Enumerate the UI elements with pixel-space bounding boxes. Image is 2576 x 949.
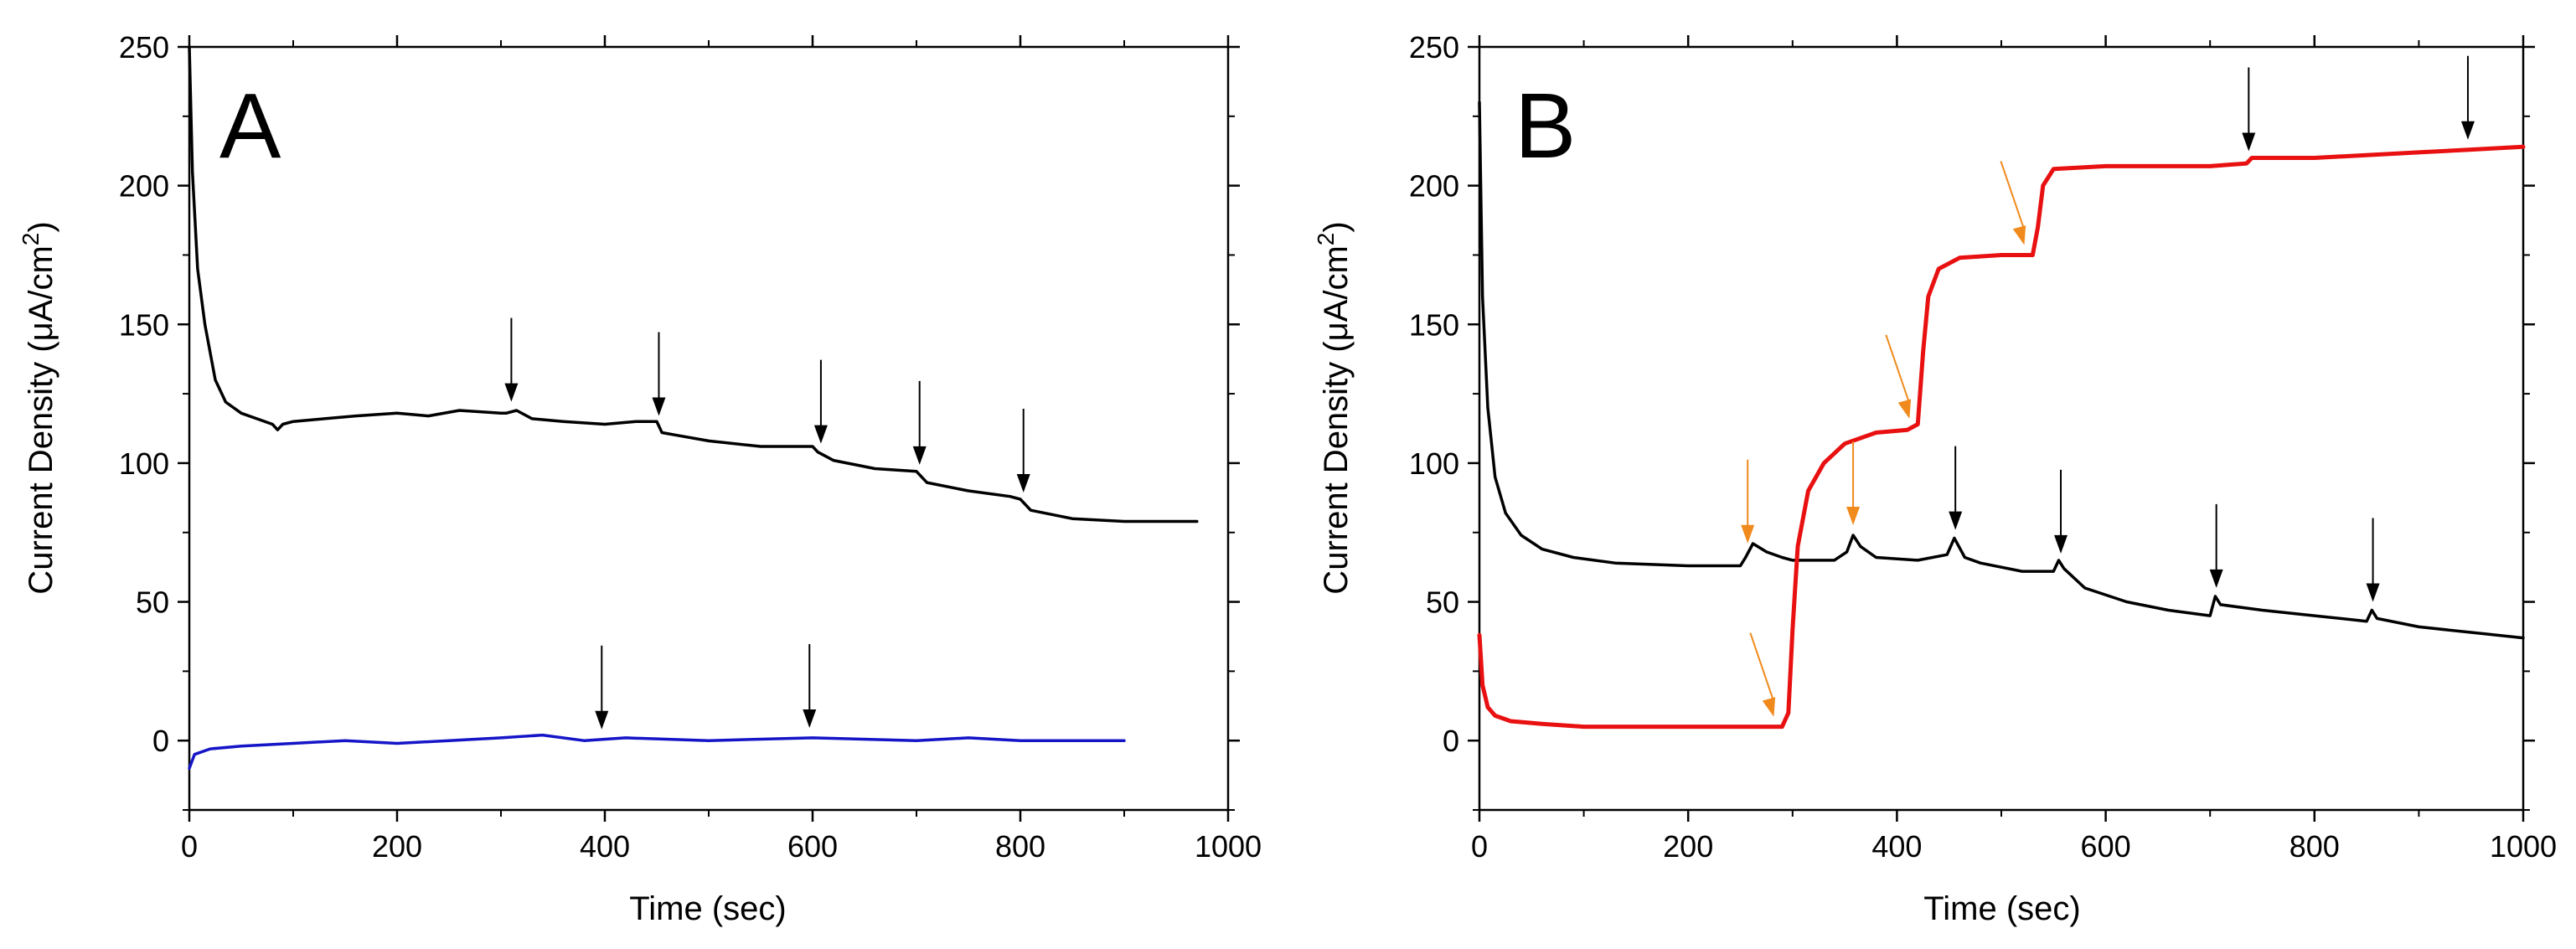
panel-a-x-tick-label: 800 bbox=[995, 829, 1045, 864]
panel-b-arrow-head bbox=[1897, 399, 1912, 419]
panel-b-arrow-shaft bbox=[1885, 334, 1911, 405]
panel-b-x-tick-label: 1000 bbox=[2490, 829, 2557, 864]
panel-b-arrow-head bbox=[2242, 132, 2256, 152]
panel-b-y-tick-label: 200 bbox=[1409, 169, 1459, 204]
panel-b-y-tick-label: 50 bbox=[1426, 585, 1459, 620]
panel-a-x-tick-label: 600 bbox=[787, 829, 838, 864]
panel-b-y-tick-label: 100 bbox=[1409, 446, 1459, 481]
panel-b-x-tick-label: 800 bbox=[2289, 829, 2340, 864]
panel-a-x-axis-label: Time (sec) bbox=[629, 890, 786, 927]
panel-b-y-tick-label: 150 bbox=[1409, 307, 1459, 342]
panel-b-x-tick-label: 0 bbox=[1471, 829, 1488, 864]
panel-b-arrow-head bbox=[1846, 507, 1861, 526]
panel-a-y-axis-label: Current Density (μA/cm2) bbox=[18, 221, 59, 594]
panel-a-y-tick-label: 100 bbox=[119, 446, 169, 481]
panel-a-series-2-line bbox=[188, 733, 1126, 771]
panel-b-x-tick-label: 200 bbox=[1663, 829, 1713, 864]
panel-a-y-tick-label: 150 bbox=[119, 307, 169, 342]
panel-a-arrow-head bbox=[912, 446, 927, 465]
panel-b-arrow-head bbox=[2460, 121, 2475, 140]
panel-a-arrow-head bbox=[504, 383, 519, 402]
panel-b: B Time (sec) Current Density (μA/cm2) 0 2… bbox=[1313, 30, 2557, 927]
panel-b-arrow-shaft bbox=[1749, 632, 1775, 702]
panel-a-y-tick-label: 200 bbox=[119, 169, 169, 204]
panel-a-y-tick-label: 0 bbox=[152, 724, 169, 758]
panel-a-arrow-head bbox=[652, 397, 666, 416]
panel-a: A Time (sec) Current Density (μA/cm2) 0 2… bbox=[18, 30, 1262, 927]
panel-a-x-tick-label: 400 bbox=[580, 829, 630, 864]
panel-b-label: B bbox=[1515, 75, 1576, 178]
panel-a-arrow-head bbox=[813, 425, 828, 444]
panel-a-arrow-head bbox=[803, 709, 817, 728]
panel-b-x-axis-label: Time (sec) bbox=[1923, 890, 2080, 927]
panel-b-series-2-line bbox=[1477, 144, 2526, 730]
panel-b-x-tick-label: 600 bbox=[2081, 829, 2131, 864]
panel-b-y-tick-label: 0 bbox=[1443, 724, 1459, 758]
panel-b-y-tick-label: 250 bbox=[1409, 30, 1459, 64]
panel-b-arrow-head bbox=[1762, 697, 1776, 717]
panel-b-arrow-head bbox=[1741, 524, 1755, 544]
panel-a-arrow-head bbox=[595, 710, 609, 730]
panel-a-series-1-line bbox=[188, 45, 1199, 523]
panel-b-arrow-head bbox=[2012, 225, 2026, 245]
panel-b-arrow-shaft bbox=[2000, 161, 2026, 230]
panel-a-label: A bbox=[219, 75, 281, 178]
panel-b-arrow-head bbox=[2209, 569, 2223, 588]
panel-a-y-tick-label: 250 bbox=[119, 30, 169, 64]
panel-b-y-axis-label: Current Density (μA/cm2) bbox=[1313, 221, 1355, 594]
panel-b-arrow-head bbox=[2366, 583, 2380, 602]
panel-a-arrow-head bbox=[1016, 473, 1030, 493]
panel-a-plot-frame bbox=[188, 45, 1230, 812]
panel-a-x-tick-label: 1000 bbox=[1195, 829, 1262, 864]
panel-b-arrow-head bbox=[1949, 511, 1963, 530]
panel-b-series-1-line bbox=[1478, 101, 2525, 640]
panel-a-x-tick-label: 200 bbox=[372, 829, 422, 864]
panel-a-y-tick-label: 50 bbox=[136, 585, 169, 620]
panel-b-x-tick-label: 400 bbox=[1871, 829, 1922, 864]
panel-b-arrow-head bbox=[2054, 534, 2068, 554]
panel-a-x-tick-label: 0 bbox=[181, 829, 198, 864]
